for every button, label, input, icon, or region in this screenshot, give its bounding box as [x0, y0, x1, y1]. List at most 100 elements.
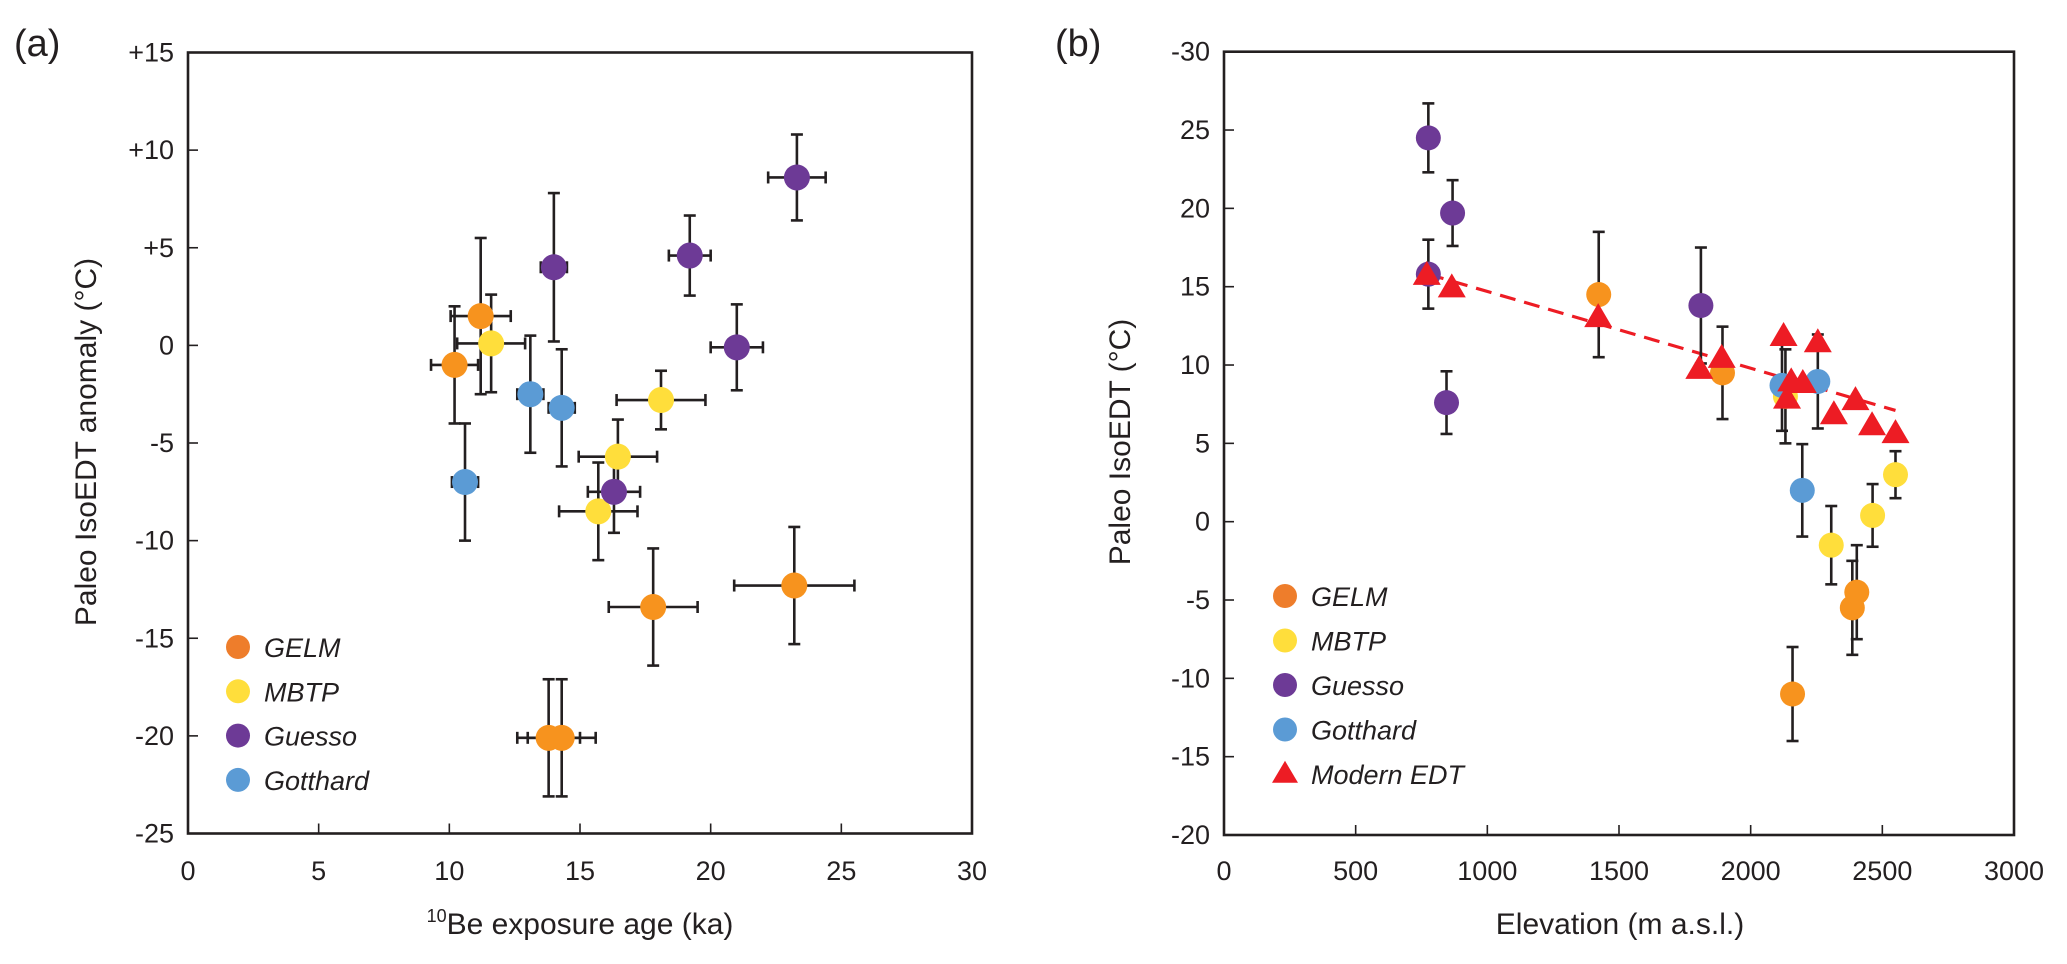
point-guesso [1688, 292, 1714, 318]
point-mbtp [478, 330, 505, 357]
point-guesso [783, 164, 810, 191]
y-tick-label: 0 [1195, 507, 1210, 537]
point-guesso [1434, 390, 1460, 416]
y-tick-label: +15 [128, 38, 174, 68]
point-gelm [1844, 579, 1870, 605]
panel-a-points [441, 164, 810, 751]
legend-item-mbtp: MBTP [226, 677, 339, 707]
y-tick-label: -10 [135, 526, 174, 556]
panel-a-ticks: 0 5 10 15 20 25 30 +15 +10 +5 0 -5 -10 -15 -20 -25 [128, 38, 987, 887]
legend-label: Guesso [1311, 671, 1404, 701]
triangle-point-modern-edt [1819, 400, 1848, 425]
point-guesso [1415, 125, 1441, 151]
x-tick-label: 30 [957, 856, 987, 886]
legend-item-gotthard: Gotthard [226, 766, 370, 796]
x-tick-label: 1500 [1589, 856, 1649, 886]
x-tick-label: 0 [1216, 856, 1231, 886]
triangle-point-modern-edt [1803, 328, 1832, 353]
x-tick-label: 3000 [1984, 856, 2044, 886]
panel-b-plot-frame [1222, 50, 2016, 837]
point-mbtp [1883, 462, 1908, 488]
panel-b-points [1412, 125, 1910, 707]
triangle-point-modern-edt [1412, 260, 1441, 285]
panel-a-y-axis-title: Paleo IsoEDT anomaly (°C) [70, 258, 103, 626]
x-tick-label: 10 [434, 856, 464, 886]
legend-circle-icon [1273, 673, 1297, 697]
panel-b: (b) 0 500 1000 1500 2000 2500 3000 -30 25 20 15 10 5… [1055, 23, 2044, 941]
panel-b-ticks: 0 500 1000 1500 2000 2500 3000 -30 25 20 15 10 5 0 -5 -… [1171, 37, 2044, 886]
legend-item-mbtp: MBTP [1273, 627, 1386, 657]
legend-triangle-icon [1272, 760, 1298, 783]
legend-item-guesso: Guesso [1273, 671, 1404, 701]
legend-label: GELM [264, 633, 341, 663]
panel-a-x-axis-title-main: Be exposure age (ka) [447, 908, 734, 941]
panel-b-y-axis-title: Paleo IsoEDT (°C) [1104, 319, 1137, 566]
point-mbtp [648, 387, 675, 414]
legend-circle-icon [226, 679, 250, 704]
y-tick-label: 15 [1180, 272, 1210, 302]
x-tick-label: 5 [311, 856, 326, 886]
point-mbtp [1860, 502, 1886, 528]
legend-circle-icon [1273, 628, 1297, 653]
point-gelm [467, 303, 494, 330]
y-tick-label: -10 [1171, 663, 1210, 693]
point-gotthard [517, 381, 544, 408]
triangle-point-modern-edt [1858, 411, 1887, 436]
point-gotthard [452, 469, 479, 496]
x-tick-label: 25 [826, 856, 856, 886]
panel-a: (a) 0 5 10 15 20 25 30+15+10+50-5-10-15-20-25 … [14, 23, 987, 941]
point-gelm [1780, 681, 1806, 707]
legend-label: Gotthard [1311, 716, 1417, 746]
point-gelm [781, 572, 808, 599]
panel-a-legend: GELM MBTP Guesso Gotthard [226, 633, 370, 796]
triangle-point-modern-edt [1584, 303, 1613, 328]
y-tick-label: 25 [1180, 115, 1210, 145]
legend-item-guesso: Guesso [226, 722, 357, 752]
legend-label: Guesso [264, 722, 357, 752]
y-tick-label: 20 [1180, 193, 1210, 223]
legend-label: GELM [1311, 582, 1388, 612]
point-guesso [600, 478, 627, 505]
triangle-point-modern-edt [1685, 354, 1714, 379]
legend-item-gotthard: Gotthard [1273, 716, 1417, 746]
x-tick-label: 2500 [1852, 856, 1912, 886]
point-gelm [640, 594, 667, 621]
point-gotthard [548, 394, 575, 421]
point-gelm [1586, 282, 1612, 308]
y-tick-label: -20 [135, 721, 174, 751]
point-gelm [548, 724, 575, 751]
y-tick-label: +10 [128, 135, 174, 165]
panel-a-label: (a) [14, 23, 60, 65]
legend-label: MBTP [264, 677, 339, 707]
legend-item-gelm: GELM [226, 633, 341, 663]
point-mbtp [1818, 532, 1844, 558]
panel-a-x-axis-title-superscript: 10 [427, 906, 447, 926]
panel-b-label: (b) [1055, 23, 1101, 65]
x-tick-label: 15 [565, 856, 595, 886]
legend-item-gelm: GELM [1273, 582, 1388, 612]
panel-b-legend: GELM MBTP Guesso Gotthard Modern EDT [1272, 582, 1467, 790]
legend-label: Modern EDT [1311, 760, 1467, 790]
legend-circle-icon [226, 767, 250, 792]
panel-a-plot-frame [186, 51, 974, 835]
panel-a-error-bars [429, 133, 856, 798]
y-tick-label: 5 [1195, 428, 1210, 458]
y-tick-label: -25 [135, 819, 174, 849]
triangle-point-modern-edt [1841, 386, 1870, 411]
y-tick-label: +5 [143, 233, 174, 263]
legend-circle-icon [1273, 717, 1297, 742]
legend-label: Gotthard [264, 766, 370, 796]
triangle-point-modern-edt [1881, 419, 1910, 444]
y-tick-label: -20 [1171, 820, 1210, 850]
panel-a-x-axis-title: 10Be exposure age (ka) [427, 906, 734, 941]
y-tick-label: -30 [1171, 37, 1210, 67]
y-tick-label: -15 [1171, 742, 1210, 772]
y-tick-label: 10 [1180, 350, 1210, 380]
point-gelm [441, 351, 468, 378]
triangle-point-modern-edt [1437, 273, 1466, 298]
y-tick-label: 0 [159, 330, 174, 360]
legend-label: MBTP [1311, 627, 1386, 657]
x-tick-label: 2000 [1721, 856, 1781, 886]
y-tick-label: -5 [1186, 585, 1210, 615]
